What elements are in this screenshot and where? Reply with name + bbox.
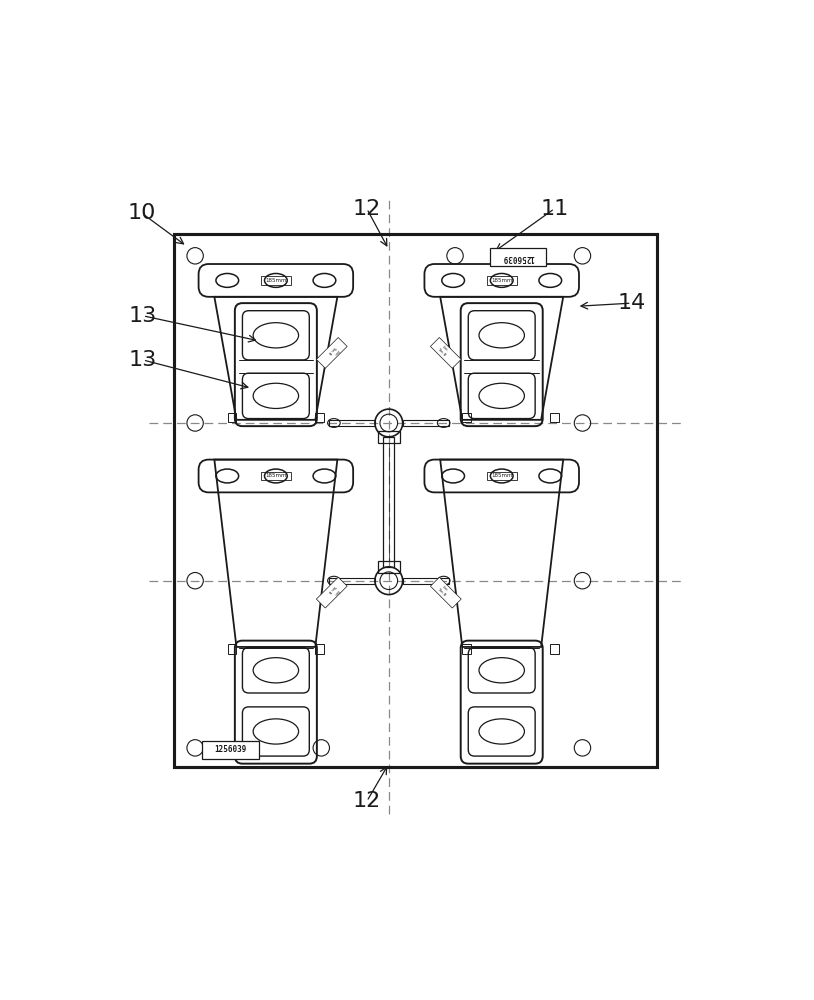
Text: Lim
Tim B: Lim Tim B [328,344,341,357]
Bar [378,431,400,443]
FancyBboxPatch shape [431,338,462,368]
Text: 13: 13 [129,306,157,326]
Text: 10: 10 [127,203,155,223]
Bar [378,561,400,573]
Bar [403,420,449,426]
Bar [260,276,291,285]
Text: 185mm: 185mm [265,278,287,283]
Text: 11: 11 [540,199,569,219]
Bar [260,472,291,480]
Bar [462,413,471,422]
FancyBboxPatch shape [317,338,347,368]
Text: 1256039: 1256039 [502,253,534,262]
Bar [329,578,375,584]
FancyBboxPatch shape [317,577,347,608]
Text: 1256039: 1256039 [214,745,247,754]
Bar [228,413,236,422]
Text: 14: 14 [618,293,646,313]
Text: Lim
Tim B: Lim Tim B [328,584,341,597]
Bar [174,234,657,767]
FancyBboxPatch shape [203,741,259,759]
Bar [487,276,517,285]
Bar [550,413,558,422]
FancyBboxPatch shape [431,577,462,608]
Text: 13: 13 [129,350,157,370]
Text: 185mm: 185mm [491,473,513,478]
Text: Lim
Tim B: Lim Tim B [437,584,450,597]
Text: 185mm: 185mm [491,278,513,283]
Text: 185mm: 185mm [265,473,287,478]
Bar [315,413,324,422]
Bar [462,644,471,654]
Bar [550,644,558,654]
Bar [315,644,324,654]
Bar [228,644,236,654]
Bar [174,234,657,767]
FancyBboxPatch shape [490,248,546,266]
Bar [383,437,395,567]
Text: 12: 12 [352,791,381,811]
Text: 12: 12 [352,199,381,219]
Bar [487,472,517,480]
Bar [329,420,375,426]
Bar [403,578,449,584]
Text: Lim
Tim B: Lim Tim B [437,344,450,357]
